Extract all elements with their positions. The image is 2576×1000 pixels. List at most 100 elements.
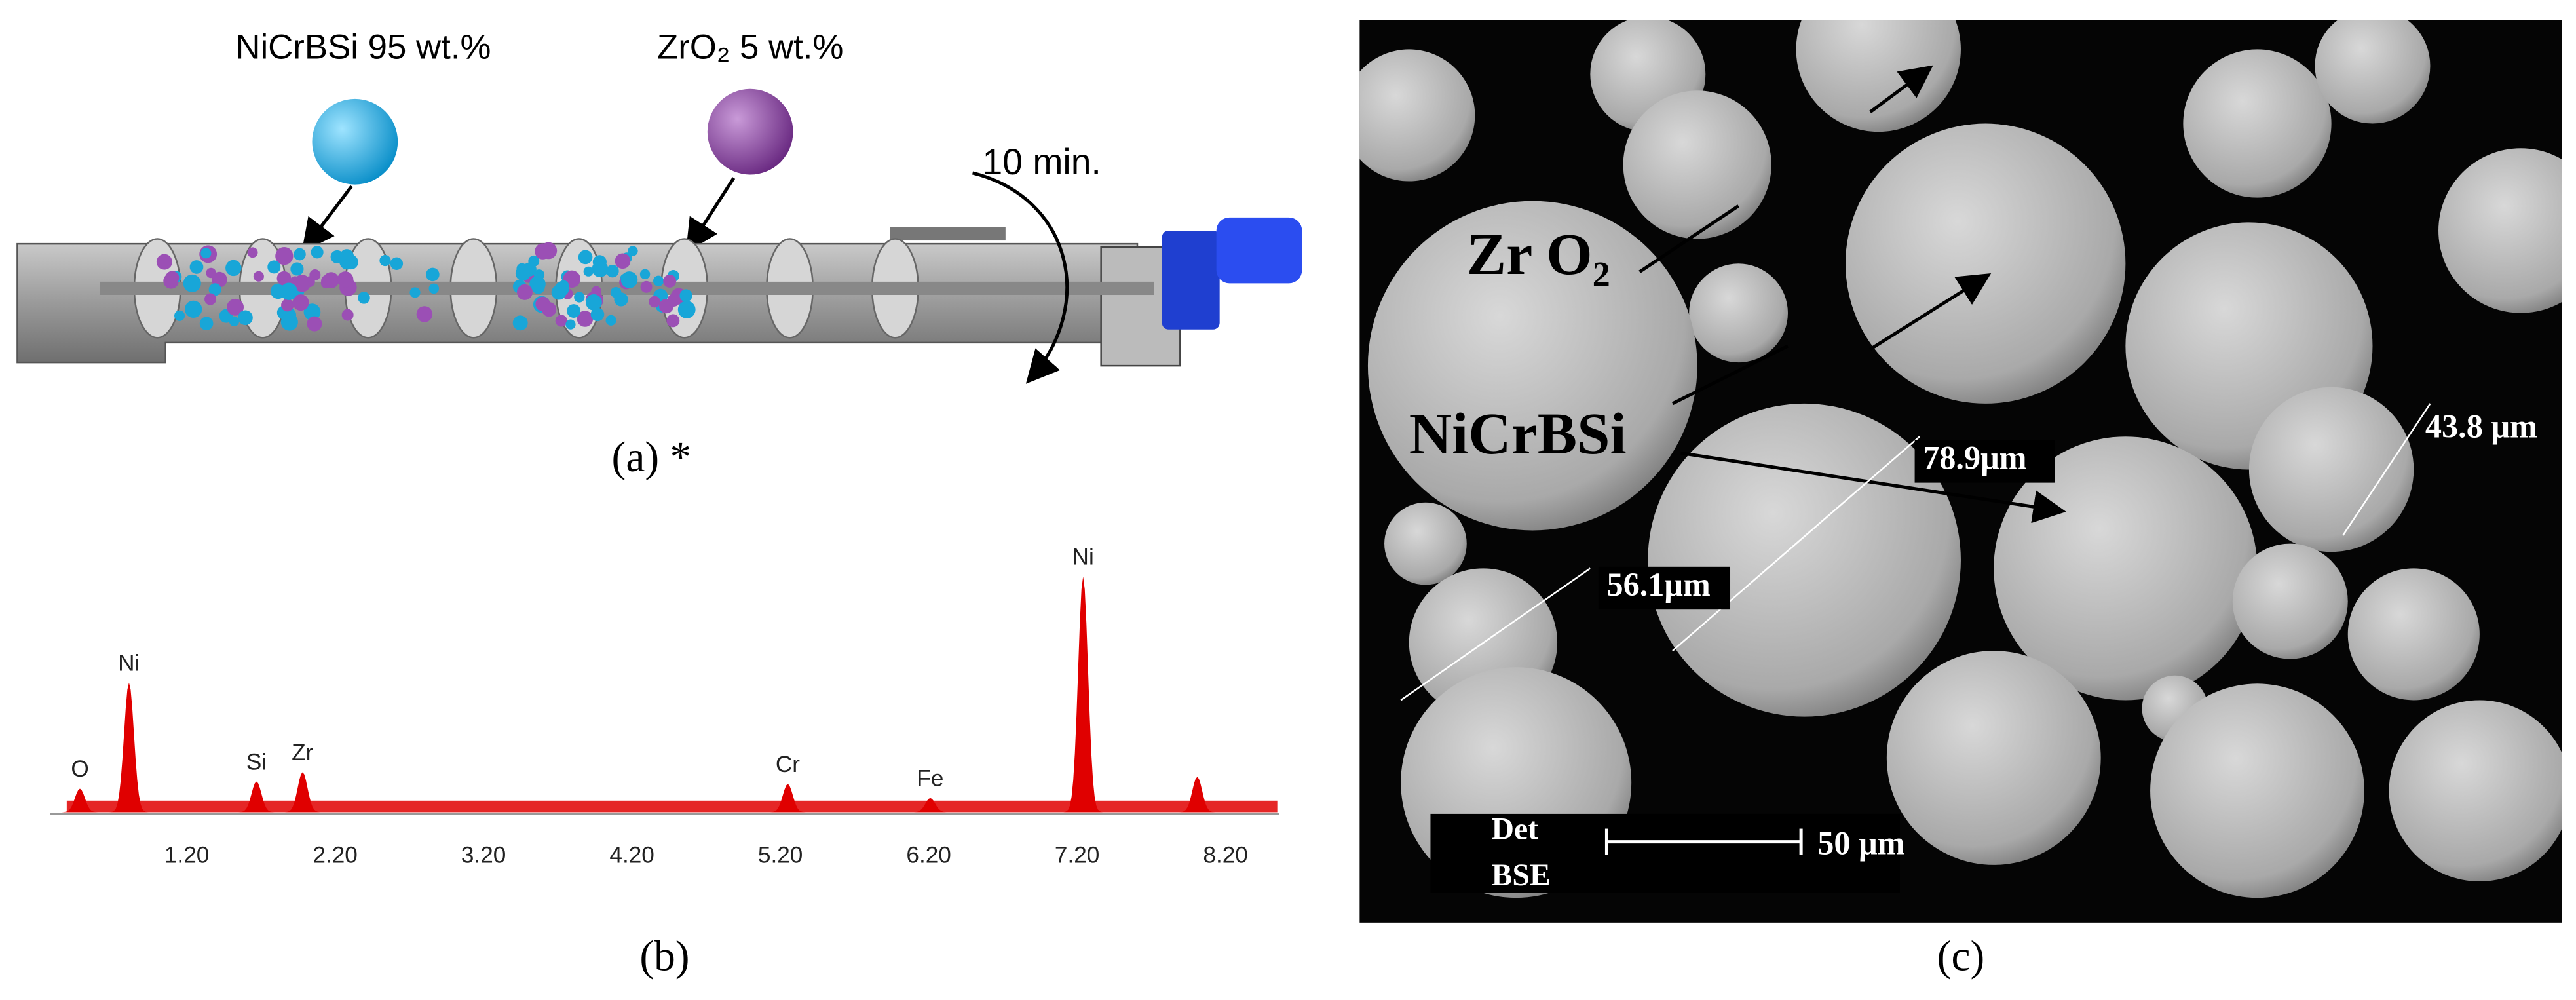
particle (200, 248, 212, 259)
particle (666, 314, 680, 328)
time-arrow (972, 171, 1069, 384)
powder-particle (1648, 403, 1961, 717)
detector-label: Det (1491, 812, 1538, 847)
gearbox (1162, 230, 1220, 330)
powder-particle (1359, 49, 1475, 182)
particle (620, 271, 638, 288)
particle (294, 275, 311, 292)
particle (281, 299, 294, 312)
particle (247, 247, 258, 258)
particle (189, 260, 204, 274)
powder-particle (2248, 387, 2414, 552)
particle (199, 317, 214, 330)
particle (280, 313, 298, 331)
panel-c: Zr O₂ NiCrBSi 78.9μm 43.8 μm 56.1μm Det … (1359, 20, 2562, 980)
scale-bar-label: 50 μm (1817, 825, 1904, 862)
powder-particle (2183, 49, 2332, 198)
powder-particle (1367, 201, 1697, 531)
pointer (1671, 344, 1789, 406)
spectrum-peak (1177, 777, 1217, 813)
particle (583, 266, 594, 277)
particle (165, 271, 180, 285)
phase-label: NiCrBSi (1409, 400, 1627, 467)
label-box (1914, 440, 2055, 483)
particle (311, 246, 324, 259)
particle (667, 294, 681, 307)
particle (535, 243, 551, 260)
particle (341, 309, 354, 321)
particle (280, 282, 298, 300)
particle (649, 296, 660, 308)
particle (253, 271, 264, 282)
particle (303, 303, 321, 320)
x-tick-label: 8.20 (1203, 843, 1248, 868)
particle (416, 306, 433, 322)
x-tick-label: 4.20 (609, 843, 654, 868)
phase-label: Zr O₂ (1467, 221, 1610, 287)
particle (426, 267, 440, 282)
particle (156, 254, 172, 270)
particle (591, 286, 601, 296)
x-tick-label: 5.20 (758, 843, 803, 868)
pointer (1869, 273, 1992, 351)
baseline-noise (66, 800, 1278, 813)
particle (428, 283, 440, 294)
spectrum-peak (1063, 576, 1103, 813)
particle (577, 311, 594, 327)
powder-particle (1845, 123, 2126, 404)
particle (225, 260, 242, 277)
peak-label: Cr (776, 752, 800, 777)
particle (592, 261, 609, 278)
particle (677, 301, 696, 318)
particle (574, 292, 585, 303)
particle (276, 271, 292, 286)
caption: (c) (1937, 933, 1985, 980)
particle (227, 298, 244, 316)
particle (337, 271, 354, 288)
peak-label: O (71, 756, 88, 782)
particle (516, 284, 533, 300)
particle (528, 255, 540, 267)
particle (358, 292, 370, 304)
powder-particle (1689, 263, 1788, 363)
particle (653, 275, 664, 286)
particle (290, 262, 304, 276)
pointer (1638, 204, 1739, 273)
zro2-sphere (707, 88, 793, 175)
particle (339, 254, 355, 270)
powder (156, 242, 696, 332)
powder-particle (2232, 543, 2348, 659)
powder-particle (2315, 20, 2431, 124)
powder-particle (2438, 148, 2562, 313)
particle (640, 280, 653, 293)
particle (183, 274, 201, 292)
size-label: 78.9μm (1923, 439, 2026, 476)
mixing-time: 10 min. (982, 142, 1101, 182)
particle (174, 310, 185, 321)
particle (558, 280, 569, 291)
particle (541, 302, 557, 317)
particle (565, 319, 576, 330)
peak-label: Ni (118, 650, 140, 676)
particle (512, 315, 528, 331)
spectrum-peak (60, 788, 100, 813)
particle (639, 269, 651, 280)
detector-label: BSE (1491, 858, 1550, 893)
size-label: 56.1μm (1606, 566, 1710, 603)
particle (628, 246, 638, 256)
particle (605, 315, 616, 326)
x-tick-label: 1.20 (164, 843, 209, 868)
particle (238, 310, 253, 326)
particle (615, 253, 631, 269)
spectrum-peak (109, 682, 149, 813)
label-box (1598, 566, 1731, 610)
particle (307, 316, 322, 332)
databar (1430, 813, 1900, 893)
x-tick-label: 7.20 (1055, 843, 1100, 868)
particle (578, 250, 593, 265)
caption: (b) (639, 933, 689, 980)
particle (292, 294, 309, 311)
pointer (1680, 451, 2066, 524)
peak-label: Si (246, 749, 267, 775)
peak-label: Ni (1072, 545, 1094, 570)
